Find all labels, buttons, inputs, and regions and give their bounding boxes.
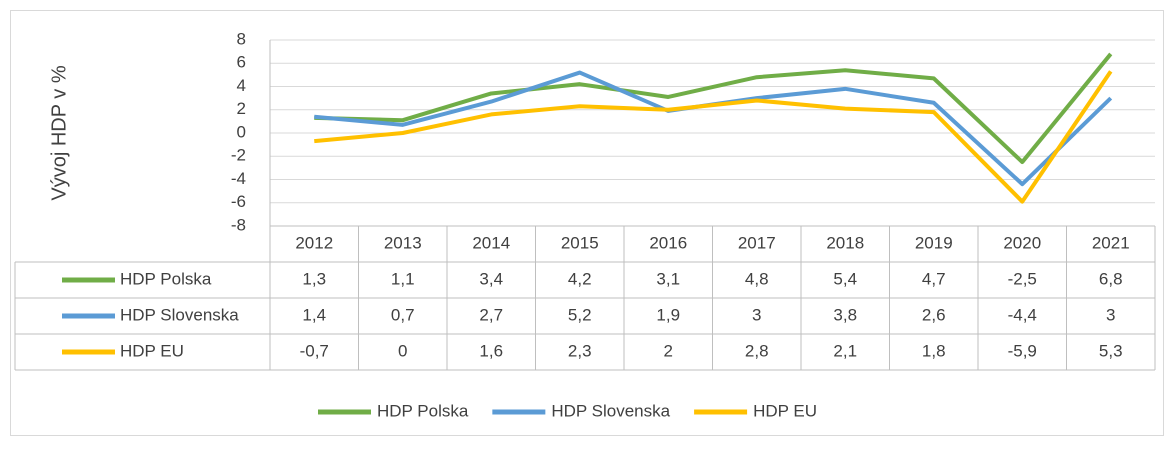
x-tick-label: 2017 <box>738 233 776 252</box>
y-tick-label: 2 <box>237 99 246 118</box>
y-tick-label: -8 <box>231 215 246 234</box>
table-value: -0,7 <box>300 341 329 360</box>
y-tick-label: 8 <box>237 29 246 48</box>
table-series-name: HDP EU <box>120 341 184 360</box>
table-value: 2,6 <box>922 305 946 324</box>
y-tick-label: 0 <box>237 122 246 141</box>
y-tick-label: 6 <box>237 53 246 72</box>
table-value: 4,8 <box>745 269 769 288</box>
table-value: 2,8 <box>745 341 769 360</box>
x-tick-label: 2018 <box>826 233 864 252</box>
y-tick-label: 4 <box>237 76 246 95</box>
table-series-name: HDP Slovenska <box>120 305 239 324</box>
y-tick-label: -2 <box>231 146 246 165</box>
table-value: 3,1 <box>656 269 680 288</box>
table-value: 1,1 <box>391 269 415 288</box>
y-tick-label: -6 <box>231 192 246 211</box>
x-tick-label: 2015 <box>561 233 599 252</box>
table-value: 2,3 <box>568 341 592 360</box>
table-value: 3,4 <box>479 269 503 288</box>
table-value: 5,3 <box>1099 341 1123 360</box>
y-tick-label: -4 <box>231 169 246 188</box>
legend-label: HDP EU <box>753 401 817 420</box>
table-value: 1,8 <box>922 341 946 360</box>
x-tick-label: 2019 <box>915 233 953 252</box>
series-line <box>314 70 1113 204</box>
series-line <box>314 52 1113 165</box>
table-value: 3,8 <box>833 305 857 324</box>
table-value: -5,9 <box>1008 341 1037 360</box>
table-value: 2 <box>664 341 673 360</box>
table-value: 4,7 <box>922 269 946 288</box>
x-tick-label: 2013 <box>384 233 422 252</box>
legend-label: HDP Slovenska <box>551 401 670 420</box>
table-value: -4,4 <box>1008 305 1037 324</box>
table-value: 1,3 <box>302 269 326 288</box>
table-value: 2,1 <box>833 341 857 360</box>
y-axis-label: Vývoj HDP v % <box>48 65 70 200</box>
x-tick-label: 2016 <box>649 233 687 252</box>
table-value: 3 <box>752 305 761 324</box>
x-tick-label: 2020 <box>1003 233 1041 252</box>
x-tick-label: 2012 <box>295 233 333 252</box>
table-value: 5,4 <box>833 269 857 288</box>
table-value: 4,2 <box>568 269 592 288</box>
table-value: 1,4 <box>302 305 326 324</box>
x-tick-label: 2021 <box>1092 233 1130 252</box>
legend-label: HDP Polska <box>377 401 469 420</box>
table-value: 1,6 <box>479 341 503 360</box>
table-value: 1,9 <box>656 305 680 324</box>
table-series-name: HDP Polska <box>120 269 212 288</box>
chart-border <box>10 10 1164 436</box>
table-value: 0,7 <box>391 305 415 324</box>
x-tick-label: 2014 <box>472 233 510 252</box>
table-value: 6,8 <box>1099 269 1123 288</box>
table-value: -2,5 <box>1008 269 1037 288</box>
table-value: 0 <box>398 341 407 360</box>
table-value: 3 <box>1106 305 1115 324</box>
table-value: 2,7 <box>479 305 503 324</box>
table-value: 5,2 <box>568 305 592 324</box>
